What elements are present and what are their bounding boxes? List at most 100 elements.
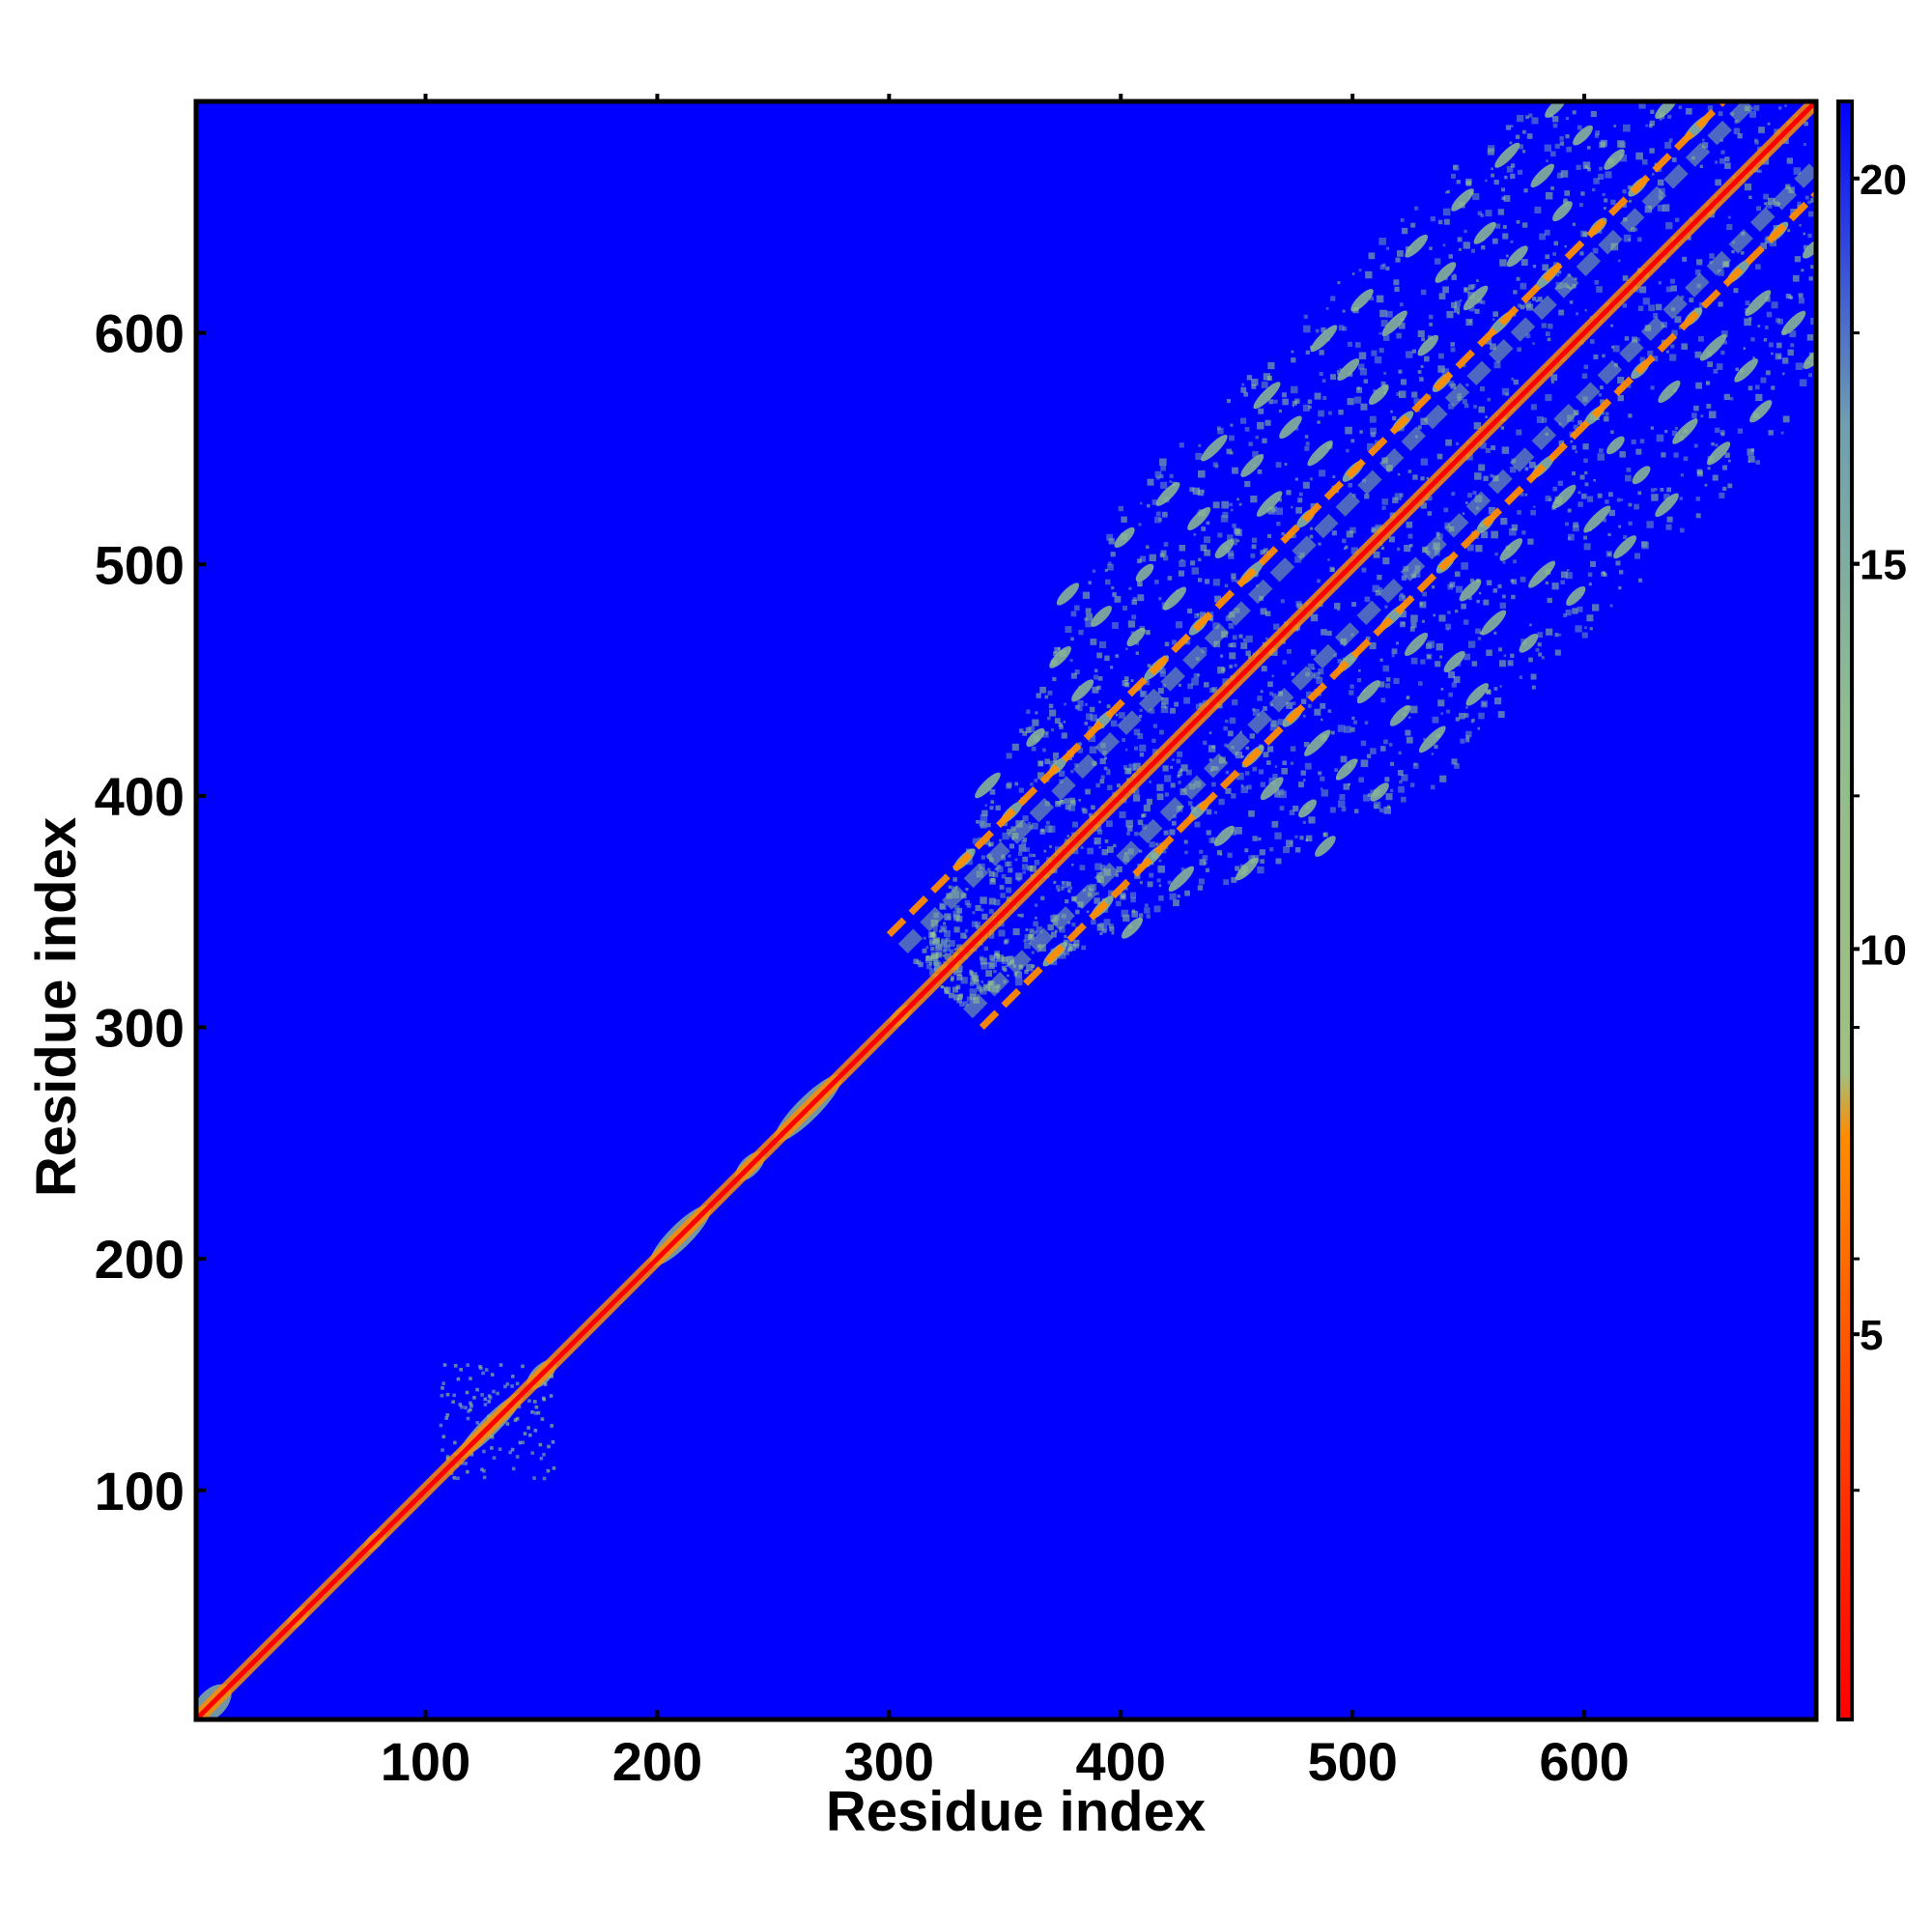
contact-speckle — [1517, 303, 1522, 308]
contact-speckle — [1302, 481, 1310, 489]
contact-speckle — [1291, 505, 1293, 509]
contact-speckle — [1442, 286, 1449, 294]
contact-speckle — [1252, 708, 1260, 716]
contact-speckle — [465, 1390, 469, 1395]
contact-speckle — [1094, 674, 1099, 680]
contact-speckle — [1193, 672, 1199, 679]
contact-speckle — [458, 1403, 463, 1406]
contact-speckle — [1018, 844, 1027, 852]
contact-speckle — [1028, 725, 1035, 733]
contact-speckle — [1406, 351, 1413, 358]
contact-speckle — [1758, 127, 1765, 133]
contact-speckle — [1366, 753, 1372, 758]
contact-speckle — [986, 867, 991, 872]
contact-speckle — [1396, 641, 1400, 645]
contact-speckle — [1272, 774, 1278, 780]
contact-speckle — [1121, 516, 1127, 524]
contact-speckle — [1655, 303, 1662, 311]
contact-speckle — [1099, 865, 1106, 870]
contact-speckle — [1255, 436, 1259, 440]
contact-speckle — [1116, 783, 1122, 788]
contact-speckle — [1664, 141, 1672, 149]
contact-speckle — [952, 910, 960, 919]
contact-speckle — [1236, 539, 1240, 543]
contact-speckle — [930, 947, 935, 952]
contact-speckle — [1808, 276, 1813, 281]
contact-speckle — [1169, 473, 1174, 478]
contact-speckle — [467, 1409, 470, 1413]
contact-speckle — [1059, 926, 1065, 933]
contact-speckle — [478, 1364, 482, 1369]
contact-speckle — [1722, 486, 1727, 492]
contact-speckle — [1631, 227, 1635, 233]
contact-speckle — [999, 838, 1002, 842]
contact-speckle — [1448, 692, 1454, 697]
contact-speckle — [972, 838, 979, 844]
contact-speckle — [1733, 128, 1741, 134]
contact-speckle — [1159, 474, 1164, 479]
contact-speckle — [975, 904, 981, 912]
contact-speckle — [490, 1435, 495, 1439]
contact-speckle — [1122, 606, 1128, 611]
contact-speckle — [1622, 275, 1629, 281]
contact-speckle — [1808, 211, 1814, 217]
contact-speckle — [1260, 859, 1264, 864]
contact-speckle — [1364, 494, 1370, 499]
contact-speckle — [1411, 391, 1418, 398]
contact-speckle — [1409, 782, 1415, 787]
contact-blob — [1155, 482, 1180, 506]
contact-speckle — [1156, 793, 1164, 801]
contact-speckle — [1125, 647, 1128, 650]
x-axis-title: Residue index — [826, 1780, 1206, 1843]
contact-speckle — [1321, 327, 1326, 333]
contact-speckle — [1461, 562, 1468, 570]
contact-speckle — [1429, 246, 1433, 250]
contact-speckle — [1294, 398, 1300, 404]
contact-speckle — [1420, 417, 1428, 425]
contact-speckle — [1189, 487, 1195, 493]
contact-speckle — [1588, 582, 1592, 586]
contact-speckle — [1694, 351, 1702, 358]
contact-speckle — [1343, 783, 1350, 790]
contact-speckle — [1648, 124, 1653, 128]
contact-speckle — [1287, 648, 1292, 654]
contact-speckle — [1088, 734, 1096, 743]
contact-speckle — [1666, 487, 1672, 493]
contact-speckle — [1715, 179, 1721, 186]
contact-speckle — [1067, 947, 1073, 952]
contact-speckle — [1804, 195, 1809, 200]
contact-speckle — [1437, 699, 1445, 707]
contact-speckle — [1623, 535, 1628, 540]
contact-speckle — [1444, 277, 1448, 281]
contact-speckle — [1578, 203, 1583, 208]
contact-speckle — [1547, 337, 1551, 342]
contact-speckle — [1032, 719, 1039, 726]
contact-speckle — [1593, 354, 1599, 359]
contact-speckle — [1447, 611, 1451, 614]
contact-speckle — [1400, 592, 1404, 597]
contact-blob — [1463, 285, 1489, 311]
contact-speckle — [1409, 705, 1418, 714]
contact-speckle — [527, 1399, 531, 1404]
contact-speckle — [1553, 241, 1559, 246]
contact-speckle — [1321, 379, 1326, 384]
contact-blob — [1187, 506, 1211, 530]
contact-speckle — [1711, 441, 1715, 446]
contact-blob — [1658, 380, 1681, 404]
contact-speckle — [1235, 752, 1242, 759]
contact-speckle — [1077, 742, 1082, 747]
contact-speckle — [980, 813, 988, 822]
contact-speckle — [1545, 394, 1552, 402]
contact-speckle — [1722, 340, 1727, 345]
contact-speckle — [1679, 527, 1685, 533]
contact-speckle — [1758, 169, 1762, 173]
contact-speckle — [1331, 530, 1337, 536]
contact-speckle — [1491, 530, 1498, 539]
contact-speckle — [935, 952, 942, 958]
contact-speckle — [1176, 758, 1181, 764]
contact-speckle — [1100, 923, 1104, 927]
contact-speckle — [1556, 273, 1560, 277]
contact-speckle — [1330, 567, 1335, 572]
contact-speckle — [1566, 146, 1572, 153]
contact-speckle — [1602, 518, 1607, 523]
